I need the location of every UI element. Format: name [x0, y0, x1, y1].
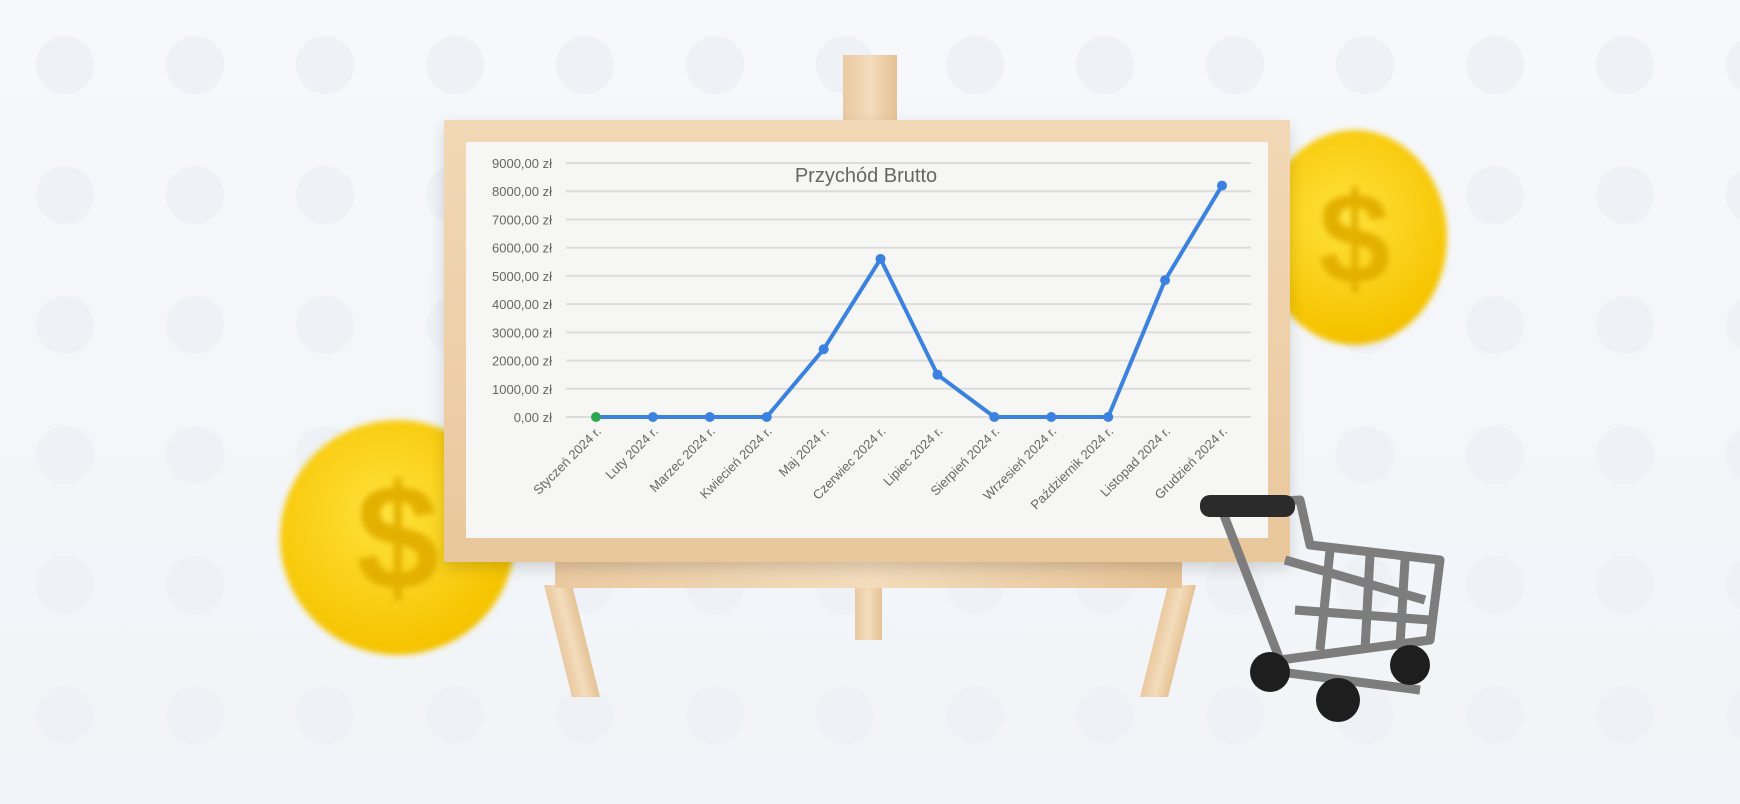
data-point [818, 344, 829, 355]
x-tick-label: Styczeń 2024 r. [530, 424, 604, 498]
data-point [591, 412, 601, 422]
y-tick-label: 8000,00 zł [492, 184, 552, 199]
y-tick-label: 0,00 zł [514, 410, 552, 425]
data-point [1160, 275, 1171, 286]
data-point [989, 412, 1000, 422]
y-tick-label: 9000,00 zł [492, 156, 552, 171]
easel-back-leg [855, 588, 882, 640]
easel-crossbar [555, 560, 1182, 588]
y-tick-label: 2000,00 zł [492, 354, 552, 369]
x-tick-label: Maj 2024 r. [776, 424, 832, 480]
dollar-icon: $ [1318, 164, 1391, 311]
easel-top-post [843, 55, 897, 125]
data-point [704, 412, 715, 422]
coin-right: $ [1262, 130, 1447, 345]
y-tick-label: 7000,00 zł [492, 212, 552, 227]
y-tick-label: 5000,00 zł [492, 269, 552, 284]
data-point [1103, 412, 1114, 422]
y-tick-label: 1000,00 zł [492, 382, 552, 397]
dollar-icon: $ [355, 453, 440, 621]
series-line [596, 184, 1224, 419]
data-point [932, 369, 943, 380]
data-point [1217, 180, 1227, 191]
data-point [647, 412, 658, 422]
chart-title: Przychód Brutto [795, 165, 937, 187]
data-point [1046, 412, 1057, 422]
y-tick-label: 4000,00 zł [492, 297, 552, 312]
x-tick-label: Luty 2024 r. [602, 424, 661, 483]
y-tick-label: 3000,00 zł [492, 325, 552, 340]
y-tick-label: 6000,00 zł [492, 241, 552, 256]
data-point [761, 412, 772, 422]
chart-board [466, 142, 1268, 538]
data-point [875, 253, 886, 264]
